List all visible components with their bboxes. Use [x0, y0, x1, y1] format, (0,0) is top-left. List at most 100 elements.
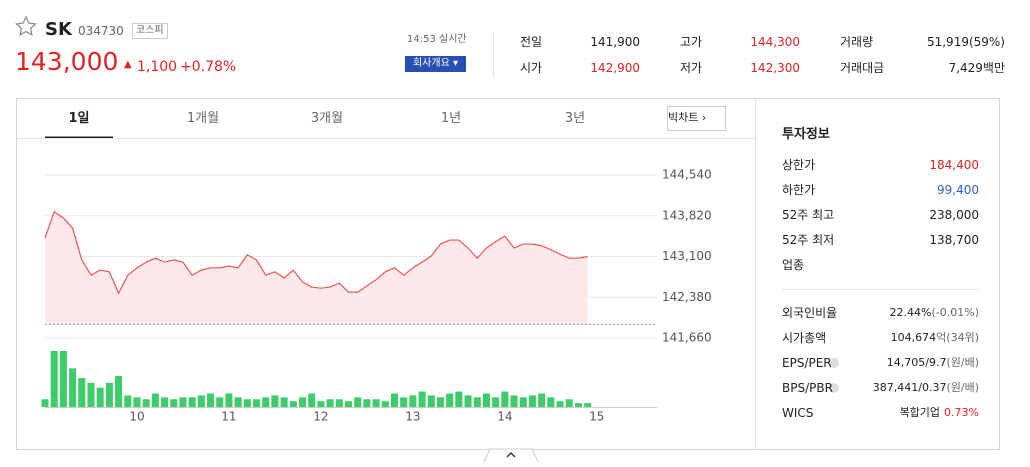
quote-value: 144,300	[750, 35, 800, 49]
volume-bar	[326, 399, 334, 407]
info-main: 104,674	[890, 331, 937, 344]
volume-bar	[418, 391, 426, 407]
y-tick-label: 142,380	[662, 290, 712, 304]
volume-bar	[253, 399, 261, 407]
y-tick-label: 143,100	[662, 249, 712, 263]
volume-bar	[436, 397, 444, 407]
x-tick-label: 10	[129, 410, 144, 424]
y-tick-label: 144,540	[662, 168, 712, 182]
info-value: 184,400	[929, 158, 979, 172]
company-button[interactable]: 회사개요 ▾	[405, 56, 466, 72]
time: 14:53 실시간	[407, 34, 467, 45]
info-label: 하한가	[782, 183, 816, 197]
volume-bar	[308, 393, 316, 407]
volume-bar	[289, 401, 297, 407]
quote-label: 거래량	[840, 35, 874, 49]
volume-bar	[390, 393, 398, 407]
period-tab[interactable]: 3개월	[310, 111, 344, 126]
stock-name: SK	[45, 19, 72, 40]
quote-value: 51,919(59%)	[926, 35, 1005, 49]
info-label: BPS/PBR	[782, 381, 833, 395]
collapse-icon	[506, 451, 516, 458]
info-main: 387,441/0.37	[872, 381, 947, 394]
up-arrow: ▲	[124, 59, 132, 70]
quote-value: 7,429백만	[948, 61, 1005, 75]
volume-bar	[363, 399, 371, 407]
x-tick-label: 11	[221, 410, 236, 424]
info-value: 238,000	[929, 208, 979, 222]
info-sub: 억(34위)	[936, 331, 979, 344]
big-chart-button[interactable]	[667, 106, 726, 131]
change-pct: +0.78%	[180, 59, 237, 75]
x-tick-label: 14	[497, 410, 512, 424]
volume-bar	[133, 397, 141, 407]
period-tab[interactable]: 3년	[564, 111, 586, 126]
volume-bar	[473, 397, 481, 407]
volume-bar	[584, 403, 592, 407]
volume-bar	[115, 376, 123, 407]
volume-bar	[345, 401, 352, 407]
volume-bar	[96, 387, 104, 407]
quote-label: 거래대금	[840, 61, 885, 75]
info-value: 99,400	[937, 183, 979, 197]
quote-label: 시가	[520, 61, 543, 75]
info-main: 14,705/9.7	[886, 356, 947, 369]
volume-bar	[179, 397, 187, 407]
volume-bar	[400, 397, 408, 407]
company-button-label: 회사개요	[412, 58, 450, 69]
quote-value: 142,900	[590, 61, 640, 75]
volume-bar	[188, 397, 196, 407]
quote-label: 전일	[520, 35, 543, 49]
period-tab[interactable]: 1년	[440, 111, 462, 126]
volume-bar	[482, 393, 490, 407]
volume-bar	[280, 397, 288, 407]
info-title: 투자정보	[782, 127, 830, 142]
volume-bar	[501, 391, 509, 407]
info-value: 387,441/0.37(원/배)	[829, 381, 979, 395]
volume-bar	[207, 393, 215, 407]
price: 143,000	[15, 47, 119, 76]
volume-bar	[381, 401, 389, 407]
volume-bar	[446, 393, 454, 407]
help-icon	[829, 383, 839, 393]
info-sub: (-0.01%)	[931, 306, 980, 319]
x-tick-label: 12	[313, 410, 328, 424]
volume-bar	[510, 395, 518, 407]
volume-bar	[225, 393, 233, 407]
volume-bar	[455, 391, 463, 407]
quote-value: 141,900	[590, 35, 640, 49]
favorite-star[interactable]	[15, 15, 37, 37]
volume-bar	[317, 401, 325, 407]
info-label: 업종	[782, 258, 805, 272]
help-icon	[829, 358, 839, 368]
info-label: 외국인비율	[782, 306, 838, 320]
info-value: 14,705/9.7(원/배)	[829, 356, 979, 370]
info-value: 22.44%(-0.01%)	[829, 306, 979, 320]
info-sub: 0.73%	[944, 406, 979, 419]
volume-bar	[547, 397, 555, 407]
quote-value: 142,300	[750, 61, 800, 75]
volume-bar	[161, 397, 169, 407]
y-tick-label: 143,820	[662, 208, 712, 222]
volume-bar	[262, 397, 270, 407]
info-label: EPS/PER	[782, 356, 832, 370]
big-chart-label[interactable]: 빅차트 ›	[668, 111, 707, 124]
volume-bar	[519, 397, 527, 407]
price-line	[44, 210, 588, 295]
big-chart-text: 빅차트	[668, 111, 699, 124]
price-area	[45, 211, 588, 325]
volume-bar	[354, 397, 362, 407]
info-main: 22.44%	[889, 306, 932, 319]
stock-code: 034730	[78, 24, 124, 38]
volume-bar	[538, 393, 546, 407]
period-tab[interactable]: 1일	[68, 111, 90, 126]
period-tab[interactable]: 1개월	[186, 111, 220, 126]
volume-bar	[142, 399, 150, 407]
volume-bar	[464, 395, 472, 407]
volume-bar	[197, 395, 205, 407]
volume-bar	[299, 397, 307, 407]
collapse-tab[interactable]	[483, 448, 539, 463]
volume-bar	[59, 350, 67, 407]
volume-bar	[492, 397, 500, 407]
